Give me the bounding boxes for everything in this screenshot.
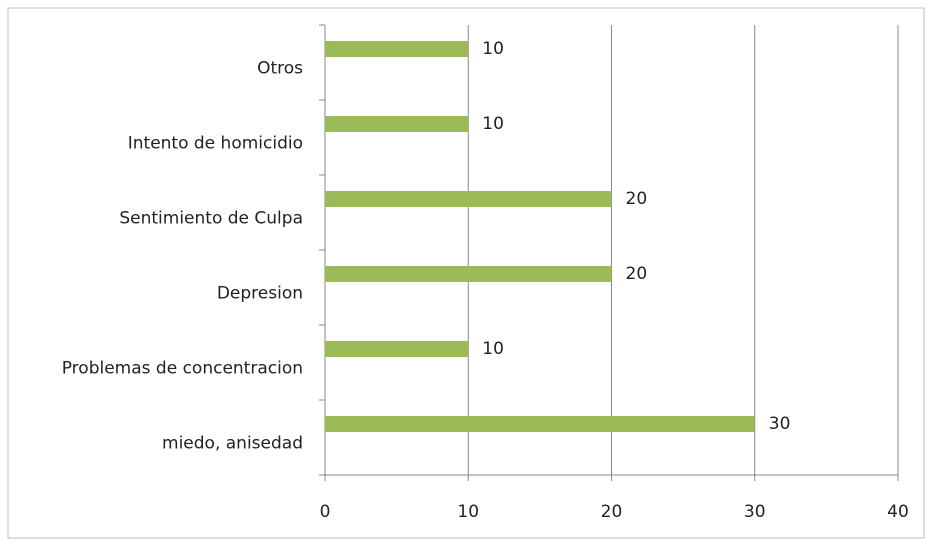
bar [325,116,469,132]
value-label: 10 [482,39,504,59]
value-label: 30 [769,414,791,434]
bar [325,41,469,57]
x-tick-label: 30 [744,502,766,522]
y-tick-label: Intento de homicidio [128,134,303,154]
value-label: 10 [482,339,504,359]
y-tick-label: Otros [257,59,303,79]
x-tick-label: 0 [320,502,331,522]
x-tick-label: 40 [887,502,909,522]
x-tick-label: 20 [601,502,623,522]
bar [325,416,755,432]
y-tick-label: Problemas de concentracion [62,359,303,379]
x-tick-label: 10 [457,502,479,522]
y-tick-label: Depresion [217,284,303,304]
y-tick-label: Sentimiento de Culpa [119,209,303,229]
y-tick-label: miedo, anisedad [162,434,303,454]
value-label: 10 [482,114,504,134]
value-label: 20 [626,264,648,284]
bar [325,191,612,207]
bar [325,266,612,282]
bar [325,341,469,357]
value-label: 20 [626,189,648,209]
